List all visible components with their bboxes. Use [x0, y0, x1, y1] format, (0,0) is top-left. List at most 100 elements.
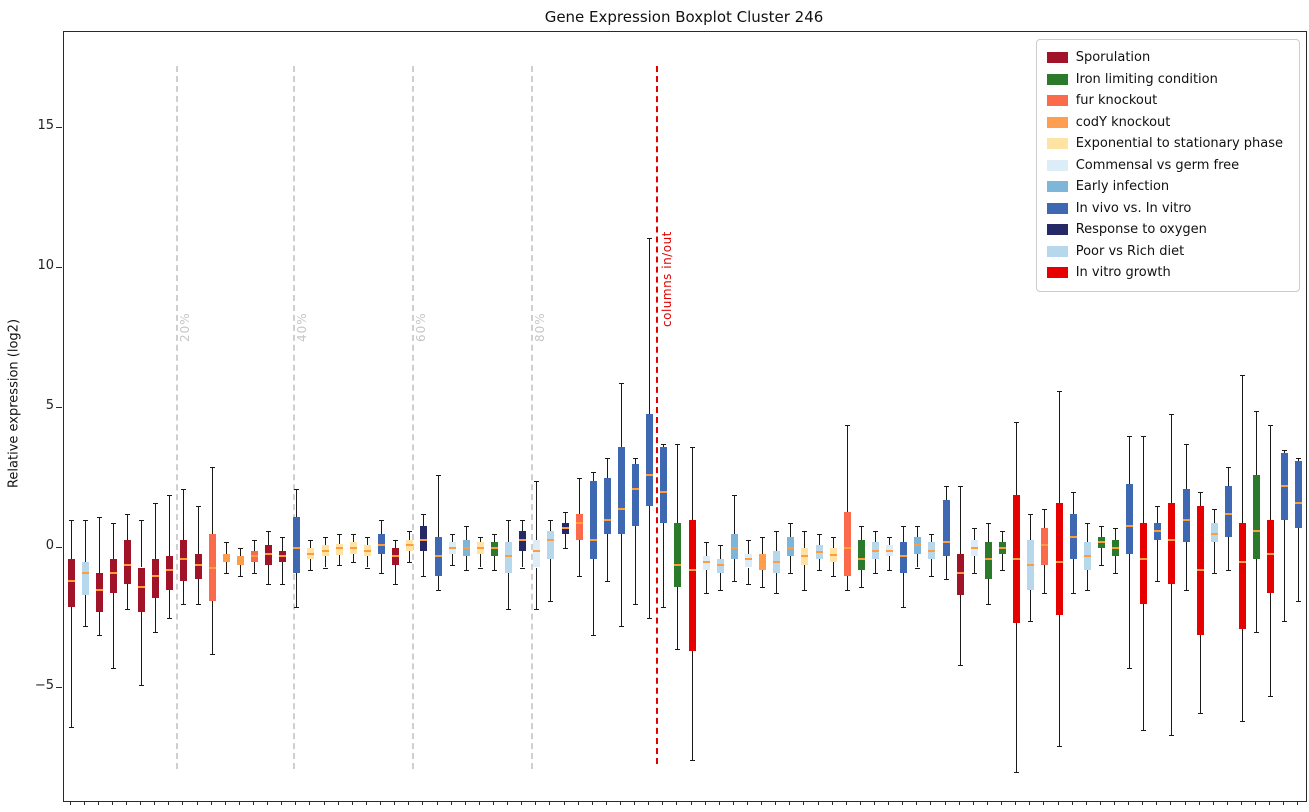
boxplot-median — [942, 541, 950, 544]
x-tick-mark — [238, 801, 240, 805]
whisker-cap-bottom — [858, 587, 864, 589]
whisker-cap-top — [1042, 508, 1048, 510]
whisker-upper — [1298, 458, 1300, 462]
boxplot-median — [166, 569, 174, 572]
boxplot-median — [561, 527, 569, 530]
whisker-upper — [522, 519, 524, 532]
whisker-upper — [860, 525, 862, 540]
boxplot-median — [1253, 530, 1261, 533]
whisker-cap-bottom — [1042, 592, 1048, 594]
whisker-lower — [1030, 589, 1032, 621]
x-tick-mark — [323, 801, 325, 805]
boxplot-box — [505, 542, 513, 574]
whisker-cap-bottom — [477, 567, 483, 569]
legend-label: codY knockout — [1075, 114, 1171, 130]
boxplot-box — [138, 567, 146, 613]
boxplot-box — [1126, 483, 1134, 554]
whisker-lower — [112, 592, 114, 669]
y-tick-mark — [56, 407, 62, 409]
whisker-lower — [987, 578, 989, 604]
x-tick-mark — [831, 801, 833, 805]
whisker-cap-bottom — [534, 609, 540, 611]
legend-swatch — [1046, 181, 1068, 193]
whisker-lower — [635, 525, 637, 604]
boxplot-box — [67, 559, 75, 607]
boxplot-median — [1097, 541, 1105, 544]
x-tick-mark — [337, 801, 339, 805]
whisker-cap-bottom — [322, 567, 328, 569]
whisker-cap-top — [604, 458, 610, 460]
whisker-lower — [804, 564, 806, 590]
x-tick-mark — [648, 801, 650, 805]
boxplot-box — [1295, 461, 1303, 529]
boxplot-box — [1238, 522, 1246, 629]
percent-guide-label: 20% — [177, 312, 192, 342]
whisker-upper — [945, 486, 947, 501]
x-tick-mark — [775, 801, 777, 805]
whisker-upper — [790, 522, 792, 537]
boxplot-box — [95, 573, 103, 613]
whisker-cap-bottom — [1254, 631, 1260, 633]
x-tick-mark — [394, 801, 396, 805]
legend-swatch — [1046, 73, 1068, 85]
whisker-cap-bottom — [929, 575, 935, 577]
legend-swatch — [1046, 267, 1068, 279]
legend-swatch — [1046, 245, 1068, 257]
boxplot-median — [1111, 546, 1119, 549]
x-tick-mark — [97, 801, 99, 805]
boxplot-box — [1267, 519, 1275, 593]
whisker-upper — [1157, 505, 1159, 523]
whisker-cap-top — [491, 533, 497, 535]
whisker-upper — [931, 533, 933, 543]
whisker-cap-bottom — [633, 603, 639, 605]
whisker-lower — [225, 561, 227, 574]
boxplot-median — [152, 574, 160, 577]
boxplot-median — [124, 563, 131, 566]
x-tick-mark — [154, 801, 156, 805]
whisker-upper — [423, 514, 425, 526]
boxplot-median — [180, 558, 188, 561]
whisker-cap-top — [590, 472, 596, 474]
boxplot-median — [773, 560, 781, 563]
whisker-cap-bottom — [1084, 589, 1090, 591]
x-tick-mark — [605, 801, 607, 805]
whisker-lower — [296, 573, 298, 607]
whisker-upper — [846, 424, 848, 512]
boxplot-box — [575, 514, 583, 540]
y-tick-label: −5 — [34, 677, 54, 693]
whisker-upper — [127, 514, 128, 540]
legend: Sporulation Iron limiting condition fur kn… — [1035, 39, 1300, 292]
whisker-cap-top — [830, 536, 836, 538]
whisker-cap-bottom — [421, 575, 427, 577]
boxplot-median — [505, 555, 513, 558]
whisker-lower — [211, 601, 213, 655]
boxplot-median — [815, 551, 823, 554]
whisker-cap-bottom — [703, 592, 709, 594]
x-tick-mark — [676, 801, 678, 805]
boxplot-median — [251, 555, 259, 558]
x-tick-mark — [281, 801, 283, 805]
whisker-cap-bottom — [364, 567, 370, 569]
whisker-upper — [1058, 391, 1060, 504]
whisker-lower — [1114, 556, 1116, 574]
x-tick-mark — [521, 801, 523, 805]
y-tick-mark — [56, 686, 62, 688]
whisker-cap-top — [1056, 391, 1062, 393]
boxplot-median — [335, 546, 343, 549]
x-tick-mark — [634, 801, 636, 805]
whisker-lower — [1213, 542, 1215, 574]
boxplot-median — [872, 549, 880, 552]
boxplot-median — [109, 572, 117, 575]
whisker-lower — [790, 556, 792, 574]
whisker-cap-top — [788, 522, 794, 524]
whisker-cap-bottom — [816, 570, 822, 572]
x-tick-mark — [1226, 801, 1228, 805]
boxplot-median — [956, 572, 964, 575]
boxplot-box — [702, 556, 710, 571]
legend-item: In vivo vs. In vitro — [1046, 198, 1289, 220]
whisker-cap-bottom — [435, 589, 441, 591]
x-tick-mark — [803, 801, 805, 805]
boxplot-box — [490, 542, 498, 557]
legend-label: Early infection — [1075, 179, 1170, 195]
y-tick-mark — [56, 127, 62, 129]
